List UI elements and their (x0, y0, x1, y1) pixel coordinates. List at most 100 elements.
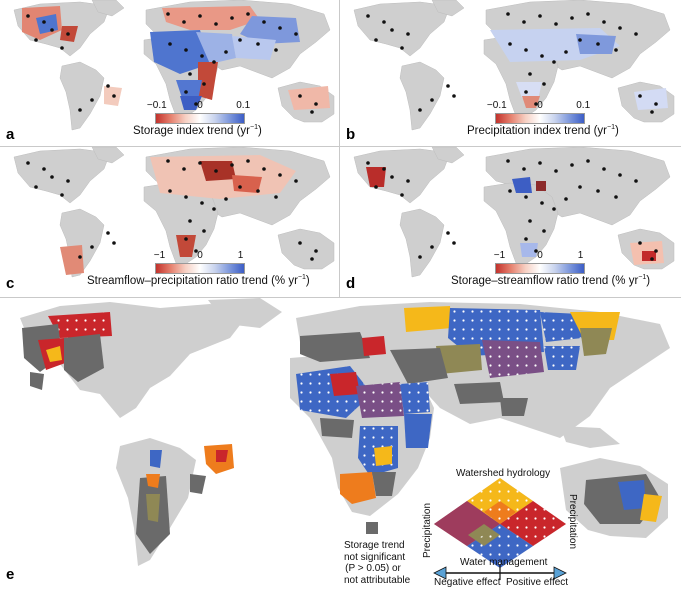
station-dot (168, 42, 172, 46)
panel-c-label: c (6, 275, 15, 292)
station-dot (524, 48, 528, 52)
station-dot (400, 193, 404, 197)
station-dot (314, 102, 318, 106)
station-dot (90, 98, 94, 102)
colorbar-b-title: Precipitation index trend (yr−1) (467, 124, 619, 137)
panel-d-map (353, 147, 675, 278)
station-dot (50, 28, 54, 32)
station-dot (538, 161, 542, 165)
panel-divider-vertical (339, 0, 340, 297)
colorbar-d-title: Storage–streamflow ratio trend (% yr−1) (451, 274, 651, 287)
basin-e-sahara-east-dots (356, 382, 404, 418)
basin-e-caspian (436, 344, 482, 374)
legend-precip-right: Precipitation (567, 494, 578, 550)
land-mass (399, 208, 445, 278)
basin-d-south-africa (520, 243, 538, 257)
station-dot (602, 167, 606, 171)
basin-e-orange (340, 472, 376, 504)
station-dot (618, 26, 622, 30)
station-dot (596, 189, 600, 193)
basin-e-mississippi (64, 334, 104, 382)
basin-d-sahara (512, 177, 532, 193)
basin-c-south-america (60, 245, 84, 275)
station-dot (374, 185, 378, 189)
station-dot (508, 42, 512, 46)
colorbar-d-tick-min: −1 (493, 250, 506, 261)
station-dot (212, 60, 216, 64)
station-dot (400, 46, 404, 50)
station-dot (406, 32, 410, 36)
station-dot (50, 175, 54, 179)
station-dot (564, 50, 568, 54)
basin-b-australia (634, 88, 668, 110)
station-dot (406, 179, 410, 183)
colorbar-c-tick-max: 1 (237, 250, 244, 261)
station-dot (554, 22, 558, 26)
station-dot (198, 14, 202, 18)
colorbar-d-tick-max: 1 (577, 250, 584, 261)
station-dot (182, 167, 186, 171)
station-dot (26, 161, 30, 165)
colorbar-b-tick-max: 0.1 (576, 100, 591, 111)
station-dot (418, 108, 422, 112)
land-se-asia-islands (560, 426, 620, 448)
basin-east-africa (198, 62, 218, 100)
station-dot (294, 32, 298, 36)
colorbar-c-gradient (155, 263, 245, 274)
station-dot (578, 185, 582, 189)
station-dot (310, 110, 314, 114)
land-mass (91, 0, 125, 17)
station-dot (596, 42, 600, 46)
station-dot (26, 14, 30, 18)
station-dot (390, 28, 394, 32)
colorbar-d-tick-mid: 0 (537, 250, 543, 261)
station-dot (390, 175, 394, 179)
basin-middle-east (196, 32, 236, 64)
station-dot (90, 245, 94, 249)
station-dot (382, 167, 386, 171)
station-dot (238, 38, 242, 42)
station-dot (650, 257, 654, 261)
land-mass (91, 147, 125, 164)
basin-c-eastern-europe (200, 161, 236, 181)
station-dot (194, 249, 198, 253)
station-dot (578, 38, 582, 42)
station-dot (382, 20, 386, 24)
legend-ns-line-1: Storage trend (344, 540, 405, 551)
station-dot (570, 16, 574, 20)
basin-e-east-africa (404, 414, 432, 448)
panel-e: Storage trend not significant (P > 0.05)… (0, 298, 681, 589)
station-dot (310, 257, 314, 261)
station-dot (212, 207, 216, 211)
legend-not-significant-text: Storage trend not significant (P > 0.05)… (344, 540, 410, 586)
panel-a: −0.1 0 0.1 Storage index trend (yr−1) a (0, 0, 339, 146)
station-dot (230, 163, 234, 167)
station-dot (184, 237, 188, 241)
station-dot (506, 12, 510, 16)
station-dot (256, 189, 260, 193)
station-dot (614, 48, 618, 52)
station-dot (66, 179, 70, 183)
station-dot (188, 219, 192, 223)
basin-e-andes-orange (146, 474, 160, 488)
basin-b-asia (576, 34, 616, 54)
station-dot (650, 110, 654, 114)
legend-positive-effect: Positive effect (506, 577, 569, 588)
station-dot (112, 241, 116, 245)
station-dot (542, 82, 546, 86)
basin-e-canada-north-dots (48, 312, 112, 338)
station-dot (198, 161, 202, 165)
colorbar-a-title: Storage index trend (yr−1) (133, 124, 262, 137)
station-dot (202, 229, 206, 233)
station-dot (200, 201, 204, 205)
colorbar-a-tick-min: −0.1 (146, 100, 167, 111)
station-dot (540, 201, 544, 205)
basin-d-murray (642, 251, 656, 261)
station-dot (298, 241, 302, 245)
station-dot (214, 22, 218, 26)
land-mass (59, 61, 105, 131)
station-dot (552, 207, 556, 211)
station-dot (184, 48, 188, 52)
basin-e-ganges (500, 398, 528, 416)
station-dot (184, 195, 188, 199)
